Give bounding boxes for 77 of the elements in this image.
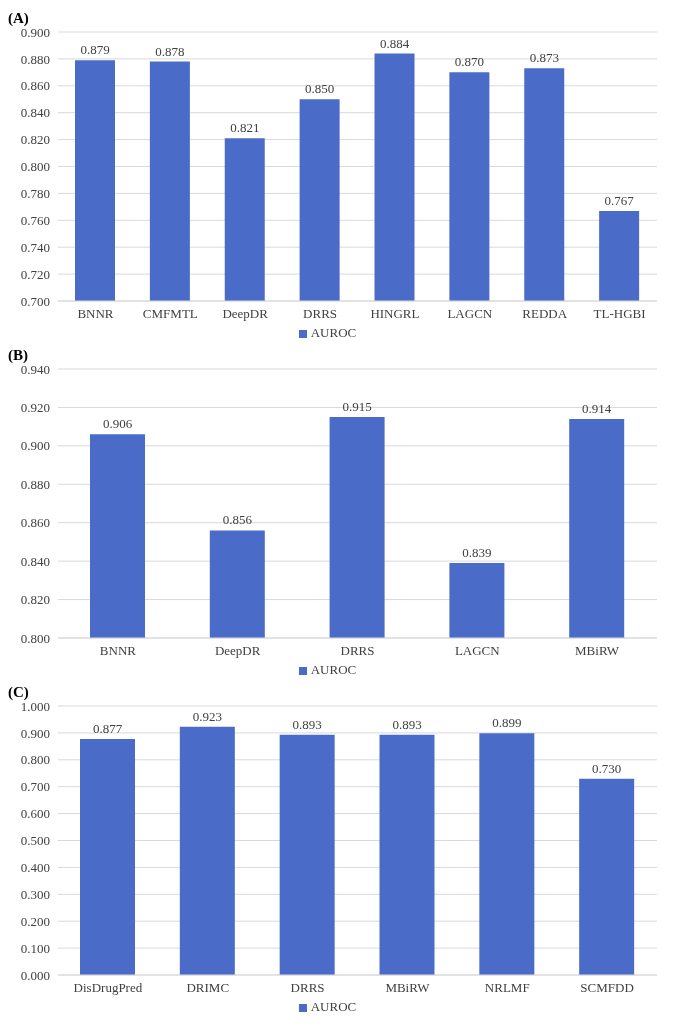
y-tick-label: 0.820 xyxy=(20,592,50,608)
y-tick-label: 0.720 xyxy=(20,266,50,282)
data-label: 0.884 xyxy=(379,35,410,51)
y-tick-label: 0.400 xyxy=(20,860,50,876)
data-label: 0.899 xyxy=(492,715,522,731)
chart-title: (C) xyxy=(8,684,29,701)
x-tick-label: DRRS xyxy=(290,980,325,996)
y-tick-label: 0.880 xyxy=(20,476,50,492)
y-tick-label: 0.000 xyxy=(20,967,50,983)
bar xyxy=(179,726,235,975)
y-tick-label: 0.700 xyxy=(20,779,50,795)
y-tick-label: 0.780 xyxy=(20,186,50,202)
data-label: 0.730 xyxy=(592,760,622,776)
chart-title: (B) xyxy=(8,347,28,364)
x-tick-label: REDDA xyxy=(522,306,568,322)
x-tick-label: DRRS xyxy=(340,643,375,659)
data-label: 0.873 xyxy=(529,50,559,66)
x-tick-label: BNNR xyxy=(99,643,137,659)
y-tick-label: 0.300 xyxy=(20,886,50,902)
data-label: 0.906 xyxy=(102,416,133,432)
y-tick-label: 0.740 xyxy=(20,239,50,255)
data-label: 0.767 xyxy=(604,192,635,208)
chart-title: (A) xyxy=(8,10,29,27)
y-tick-label: 0.920 xyxy=(20,400,50,416)
y-tick-label: 0.880 xyxy=(20,51,50,67)
bar xyxy=(379,734,435,975)
data-label: 0.893 xyxy=(292,716,322,732)
x-tick-label: HINGRL xyxy=(370,306,420,322)
data-label: 0.923 xyxy=(192,708,222,724)
y-tick-label: 0.860 xyxy=(20,515,50,531)
y-tick-label: 0.800 xyxy=(20,752,50,768)
data-label: 0.879 xyxy=(80,42,110,58)
x-tick-label: TL-HGBI xyxy=(593,306,646,322)
data-label: 0.870 xyxy=(454,54,484,70)
y-tick-label: 0.900 xyxy=(20,438,50,454)
y-tick-label: 0.800 xyxy=(20,159,50,175)
x-tick-label: MBiRW xyxy=(575,643,620,659)
data-label: 0.821 xyxy=(230,120,260,136)
y-tick-label: 0.700 xyxy=(20,293,50,309)
y-tick-label: 0.600 xyxy=(20,806,50,822)
x-tick-label: LAGCN xyxy=(447,306,493,322)
y-tick-label: 0.860 xyxy=(20,78,50,94)
x-tick-label: DeepDR xyxy=(214,643,261,659)
x-tick-label: DisDrugPred xyxy=(73,980,143,996)
data-label: 0.914 xyxy=(582,400,612,416)
data-label: 0.850 xyxy=(305,81,335,97)
x-tick-label: DRRS xyxy=(303,306,338,322)
y-tick-label: 0.200 xyxy=(20,913,50,929)
data-label: 0.877 xyxy=(92,721,123,737)
legend-label: AUROC xyxy=(310,999,357,1014)
bar xyxy=(80,739,135,975)
y-tick-label: 0.500 xyxy=(20,833,50,849)
y-tick-label: 0.100 xyxy=(20,940,50,956)
x-tick-label: SCMFDD xyxy=(580,980,634,996)
y-tick-label: 0.840 xyxy=(20,553,50,569)
y-tick-label: 0.760 xyxy=(20,212,50,228)
x-tick-label: LAGCN xyxy=(454,643,501,659)
data-label: 0.839 xyxy=(462,545,492,561)
data-label: 0.893 xyxy=(392,716,422,732)
bar xyxy=(279,734,335,975)
legend-label: AUROC xyxy=(310,662,357,677)
y-tick-label: 0.900 xyxy=(20,725,50,741)
legend-label: AUROC xyxy=(310,325,357,340)
data-label: 0.915 xyxy=(342,399,372,415)
y-tick-label: 0.800 xyxy=(20,630,50,646)
bar xyxy=(579,778,635,975)
x-tick-label: DeepDR xyxy=(222,306,269,322)
x-tick-label: MBiRW xyxy=(385,980,431,996)
data-label: 0.856 xyxy=(222,512,253,528)
x-tick-label: BNNR xyxy=(77,306,114,322)
x-tick-label: CMFMTL xyxy=(142,306,198,322)
x-tick-label: NRLMF xyxy=(484,980,530,996)
data-label: 0.878 xyxy=(155,43,185,59)
x-tick-label: DRIMC xyxy=(186,980,230,996)
y-tick-label: 0.840 xyxy=(20,105,50,121)
y-tick-label: 0.820 xyxy=(20,132,50,148)
bar xyxy=(479,733,535,975)
